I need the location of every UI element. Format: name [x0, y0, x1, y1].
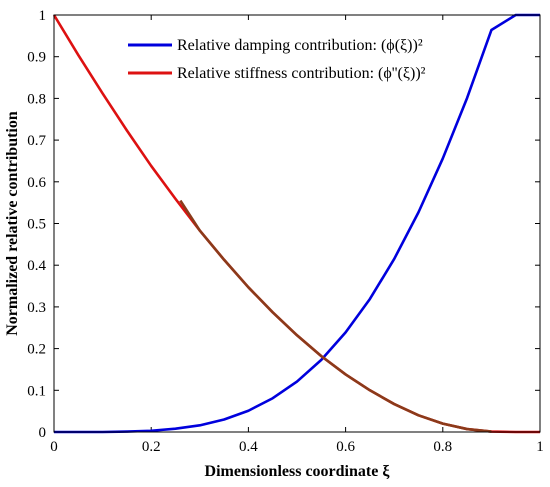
y-tick-label: 0.5 — [27, 217, 46, 233]
y-tick-label: 0.1 — [27, 383, 46, 399]
legend: Relative damping contribution: (ϕ(ξ))² R… — [128, 37, 426, 82]
legend-entry-damping: Relative damping contribution: (ϕ(ξ))² — [177, 37, 423, 54]
x-axis-label: Dimensionless coordinate ξ — [205, 463, 391, 480]
damping-curve — [54, 13, 540, 434]
y-tick-label: 1 — [39, 8, 47, 24]
y-tick-label: 0.7 — [27, 133, 46, 149]
y-tick-label: 0.9 — [27, 50, 46, 66]
legend-entry-stiffness: Relative stiffness contribution: (ϕ''(ξ)… — [177, 65, 426, 82]
axes-frame — [53, 14, 541, 433]
y-tick-label: 0.4 — [27, 258, 46, 274]
y-tick-label: 0.3 — [27, 300, 46, 316]
y-tick-label: 0.6 — [27, 175, 46, 191]
axis-ticks: 0 0.2 0.4 0.6 0.8 1 0 0.1 0.2 0.3 0.4 0.5 0.6 0.7 0.8 0… — [27, 8, 544, 455]
x-tick-label: 0.8 — [433, 439, 452, 455]
stiffness-curve-overlap-segment — [179, 199, 492, 433]
y-tick-label: 0.2 — [27, 342, 46, 358]
x-tick-label: 1 — [536, 439, 544, 455]
y-axis-label: Normalized relative contribution — [4, 111, 21, 336]
series-lines — [52, 13, 540, 434]
x-tick-label: 0 — [50, 439, 58, 455]
y-tick-label: 0 — [39, 425, 47, 441]
x-tick-label: 0.2 — [142, 439, 161, 455]
x-tick-label: 0.6 — [336, 439, 355, 455]
x-tick-label: 0.4 — [239, 439, 258, 455]
y-tick-label: 0.8 — [27, 91, 46, 107]
